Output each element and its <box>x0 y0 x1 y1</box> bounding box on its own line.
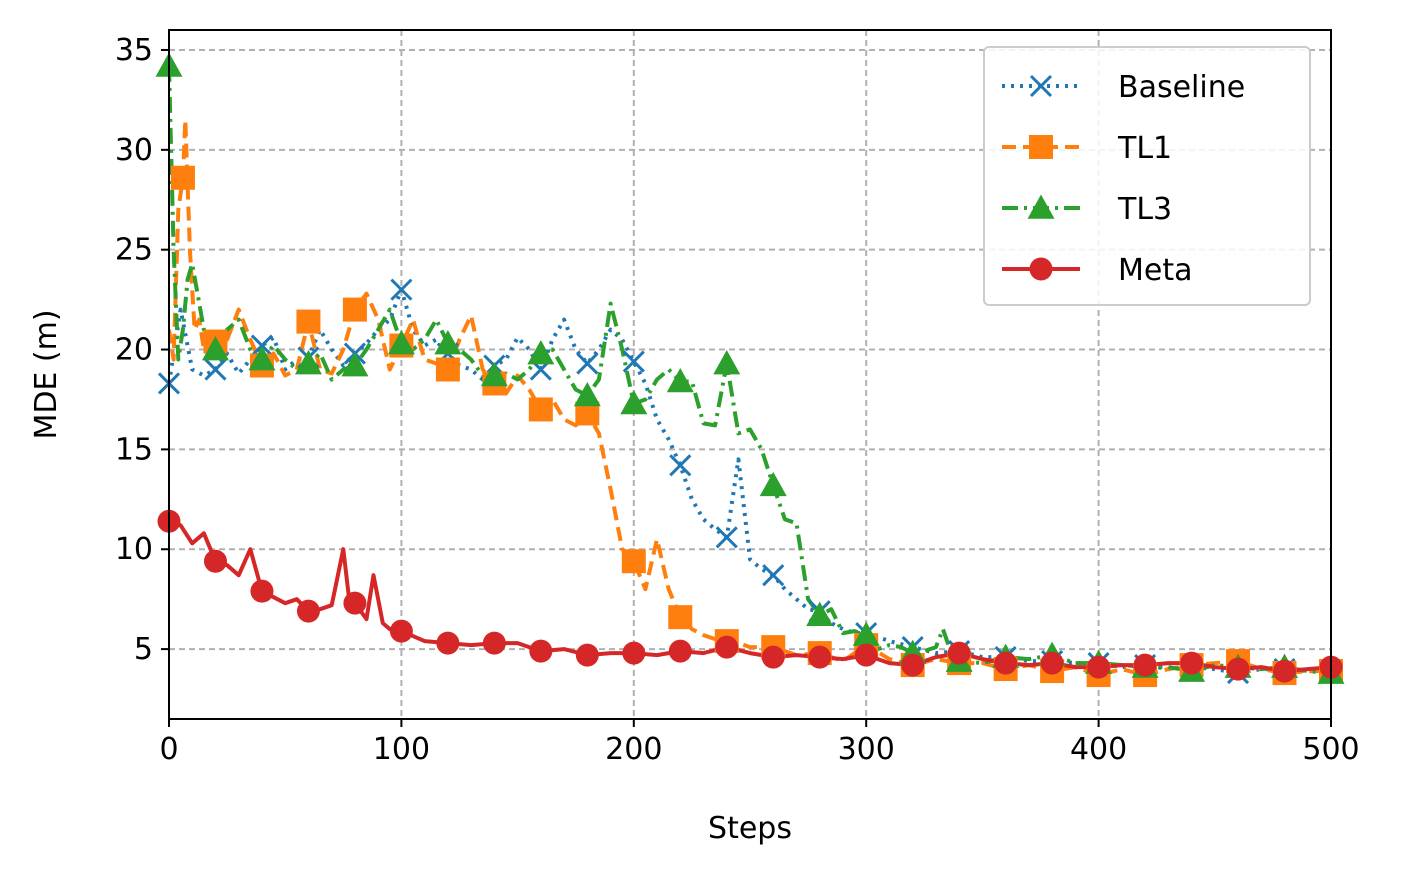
marker-x <box>762 564 785 587</box>
legend-label-tl3: TL3 <box>1117 192 1172 227</box>
marker-triangle <box>620 389 648 415</box>
x-tick-label: 100 <box>373 732 430 767</box>
marker-triangle <box>294 350 322 375</box>
marker-circle <box>808 645 832 669</box>
marker-x <box>1029 74 1053 98</box>
marker-triangle <box>573 381 601 407</box>
marker-square <box>296 309 321 334</box>
axis-ticks: 0 100 200 300 400 500 5 10 15 20 25 30 35 <box>115 33 1360 767</box>
marker-circle <box>250 579 274 603</box>
y-tick-label: 30 <box>115 133 153 168</box>
marker-circle <box>1087 655 1111 679</box>
marker-circle <box>1180 651 1204 675</box>
marker-square <box>668 605 693 630</box>
marker-triangle <box>387 330 415 355</box>
marker-x <box>715 526 738 549</box>
marker-circle <box>1040 651 1064 675</box>
marker-circle <box>715 635 739 659</box>
marker-triangle <box>341 352 369 377</box>
y-axis-label: MDE (m) <box>29 309 64 439</box>
y-tick-label: 15 <box>115 432 153 467</box>
marker-circle <box>529 639 553 663</box>
y-tick-label: 35 <box>115 33 153 68</box>
marker-triangle <box>480 361 508 387</box>
legend-label-baseline: Baseline <box>1118 70 1245 105</box>
marker-x <box>669 454 692 477</box>
x-tick-label: 300 <box>838 732 895 767</box>
marker-x <box>622 350 645 373</box>
legend-label-meta: Meta <box>1118 253 1193 288</box>
marker-triangle <box>248 346 276 371</box>
series-line-tl1 <box>169 117 1331 678</box>
marker-circle <box>575 643 599 667</box>
marker-x <box>250 334 274 357</box>
marker-circle <box>343 591 367 615</box>
marker-circle <box>1273 659 1297 683</box>
y-tick-label: 10 <box>115 532 153 567</box>
marker-square <box>342 297 367 322</box>
x-tick-label: 0 <box>159 732 178 767</box>
x-tick-label: 500 <box>1302 732 1359 767</box>
marker-triangle <box>713 350 741 375</box>
marker-triangle <box>434 330 462 355</box>
marker-triangle <box>666 367 694 393</box>
marker-square <box>170 165 195 190</box>
x-tick-label: 200 <box>605 732 662 767</box>
x-axis-label: Steps <box>708 811 792 846</box>
marker-circle <box>761 645 785 669</box>
y-tick-label: 20 <box>115 333 153 368</box>
marker-circle <box>296 599 320 623</box>
legend-label-tl1: TL1 <box>1117 131 1172 166</box>
marker-circle <box>203 549 227 573</box>
legend: Baseline TL1 TL3 Meta <box>983 46 1311 306</box>
marker-triangle <box>806 601 834 626</box>
marker-triangle <box>759 471 787 497</box>
marker-circle <box>854 643 878 667</box>
marker-triangle <box>852 621 880 646</box>
plot-frame <box>168 29 1332 720</box>
marker-circle <box>901 653 925 677</box>
marker-triangle <box>201 336 229 361</box>
x-tick-label: 400 <box>1070 732 1127 767</box>
marker-x <box>390 278 413 301</box>
series-markers-meta <box>157 509 1343 683</box>
marker-triangle <box>527 340 555 365</box>
marker-circle <box>1029 257 1053 281</box>
series-markers <box>155 52 1345 688</box>
marker-circle <box>668 639 692 663</box>
marker-circle <box>1133 653 1157 677</box>
marker-square <box>1029 135 1053 159</box>
marker-circle <box>947 641 971 665</box>
marker-square <box>435 357 460 382</box>
y-tick-label: 5 <box>134 632 153 667</box>
marker-circle <box>436 631 460 655</box>
marker-circle <box>622 641 646 665</box>
marker-circle <box>994 651 1018 675</box>
marker-square <box>528 397 553 422</box>
marker-triangle <box>1027 194 1055 219</box>
marker-circle <box>1226 657 1250 681</box>
marker-x <box>204 358 227 381</box>
legend-box <box>983 46 1311 306</box>
y-tick-label: 25 <box>115 233 153 268</box>
marker-square <box>621 549 646 574</box>
marker-x <box>576 352 599 375</box>
marker-circle <box>482 631 506 655</box>
marker-circle <box>389 619 413 643</box>
